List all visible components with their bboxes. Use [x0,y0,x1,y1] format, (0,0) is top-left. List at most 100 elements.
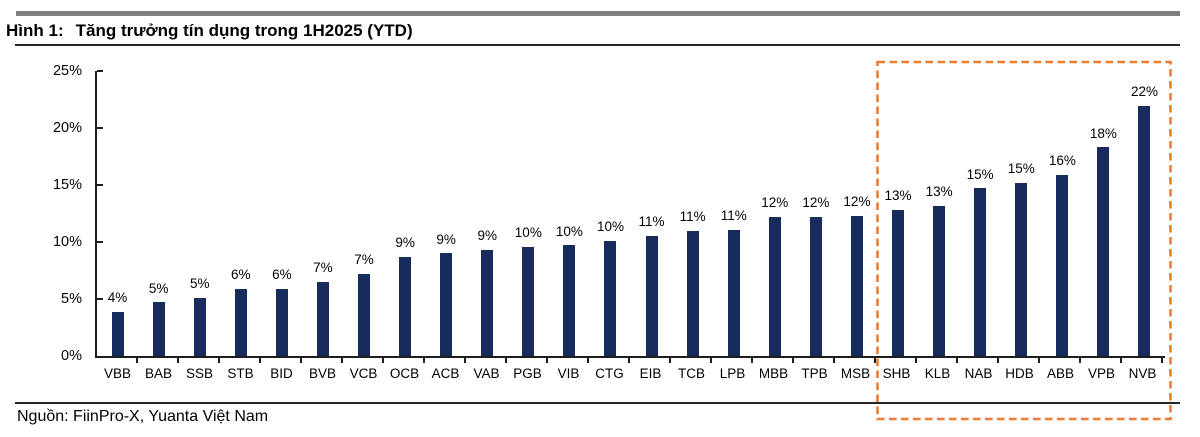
x-tick [548,358,589,363]
x-axis-label-nab: NAB [964,366,993,381]
bar-ocb [399,256,412,356]
x-axis-label-vab: VAB [473,366,500,381]
bar-value-label-vbb: 4% [107,289,128,305]
bar-value-label-eib: 11% [638,214,665,230]
bar-pgb [522,246,535,356]
bar-column-klb: 13% [919,183,960,356]
title-underline [15,44,1180,46]
bar-column-eib: 11% [631,215,672,356]
x-axis-label-lpb: LPB [719,366,746,381]
y-axis-tick [97,184,103,186]
x-tick [1040,358,1081,363]
bar-vib [563,245,576,356]
bar-tcb [686,230,699,356]
x-tick [220,358,261,363]
y-axis-label-0: 0% [61,348,82,364]
bar-ssb [193,297,206,356]
x-tick [261,358,302,363]
x-tick [343,358,384,363]
bar-nab [974,188,987,356]
x-axis-label-bab: BAB [144,366,172,381]
bar-lpb [727,229,740,356]
x-tick [425,358,466,363]
x-axis-label-vcb: VCB [349,366,378,381]
bar-column-vib: 10% [549,223,590,356]
y-axis-tick [97,241,103,243]
bar-column-msb: 12% [836,193,877,356]
bar-value-label-bid: 6% [272,266,292,282]
x-axis-label-stb: STB [227,366,254,381]
bar-column-shb: 13% [877,188,918,356]
bar-value-label-ocb: 9% [395,234,415,250]
bar-column-ocb: 9% [385,234,426,356]
bar-column-mbb: 12% [754,195,795,356]
figure-title-text: Tăng trưởng tín dụng trong 1H2025 (YTD) [75,21,413,40]
x-axis-label-mbb: MBB [758,366,789,381]
bar-ctg [604,240,617,356]
bar-value-label-ctg: 10% [596,219,624,235]
x-axis-label-nvb: NVB [1128,366,1157,381]
bar-msb [850,215,863,356]
x-axis-ticks [97,358,1163,363]
bar-column-bab: 5% [138,281,179,356]
bar-value-label-bvb: 7% [313,260,333,276]
bar-value-label-abb: 16% [1048,152,1076,168]
bar-column-nvb: 22% [1124,85,1165,356]
x-tick [671,358,712,363]
bar-value-label-vcb: 7% [354,252,374,268]
x-tick [794,358,835,363]
bar-value-label-acb: 9% [436,231,456,247]
bar-stb [234,288,247,356]
x-axis-label-ocb: OCB [389,366,420,381]
x-tick [589,358,630,363]
x-axis-label-hdb: HDB [1005,366,1034,381]
x-axis-label-tpb: TPB [801,366,828,381]
x-axis-label-acb: ACB [431,366,460,381]
bar-column-lpb: 11% [713,207,754,356]
bar-value-label-lpb: 11% [720,207,747,223]
figure-number-label: Hình 1: [6,21,64,40]
bar-value-label-vpb: 18% [1089,125,1117,141]
bar-mbb [768,216,781,356]
bar-column-vpb: 18% [1083,125,1124,356]
bar-column-bvb: 7% [302,260,343,356]
y-axis-label-10: 10% [52,234,82,250]
footer-divider [15,402,1180,404]
x-tick [179,358,220,363]
y-axis-tick [97,298,103,300]
bar-column-acb: 9% [426,231,467,356]
bar-column-pgb: 10% [508,224,549,356]
bar-value-label-hdb: 15% [1007,160,1035,176]
bar-vbb [111,311,124,356]
bar-bab [152,302,165,356]
bar-column-tpb: 12% [795,195,836,356]
bar-value-label-vib: 10% [555,223,583,239]
bar-column-ssb: 5% [179,276,220,356]
x-tick [630,358,671,363]
bar-abb [1056,174,1069,356]
x-tick [138,358,179,363]
x-axis-label-shb: SHB [882,366,911,381]
bar-value-label-pgb: 10% [514,224,542,240]
y-axis-label-20: 20% [52,120,82,136]
x-axis-label-pgb: PGB [513,366,542,381]
bar-value-label-vab: 9% [477,228,497,244]
x-axis-label-msb: MSB [840,366,871,381]
y-axis-label-5: 5% [61,291,82,307]
bar-value-label-mbb: 12% [761,195,789,211]
bar-column-abb: 16% [1042,152,1083,356]
bar-value-label-shb: 13% [884,188,912,204]
bar-klb [933,205,946,356]
bar-value-label-stb: 6% [231,266,251,282]
bar-value-label-tpb: 12% [802,195,830,211]
bar-vcb [358,273,370,356]
y-axis-tick [97,127,103,129]
bar-value-label-klb: 13% [925,183,953,199]
bar-nvb [1138,106,1151,356]
bar-vpb [1097,147,1110,356]
bar-eib [645,236,658,356]
x-tick [876,358,917,363]
bar-value-label-msb: 12% [843,193,871,209]
x-tick [384,358,425,363]
bar-vab [481,250,494,356]
